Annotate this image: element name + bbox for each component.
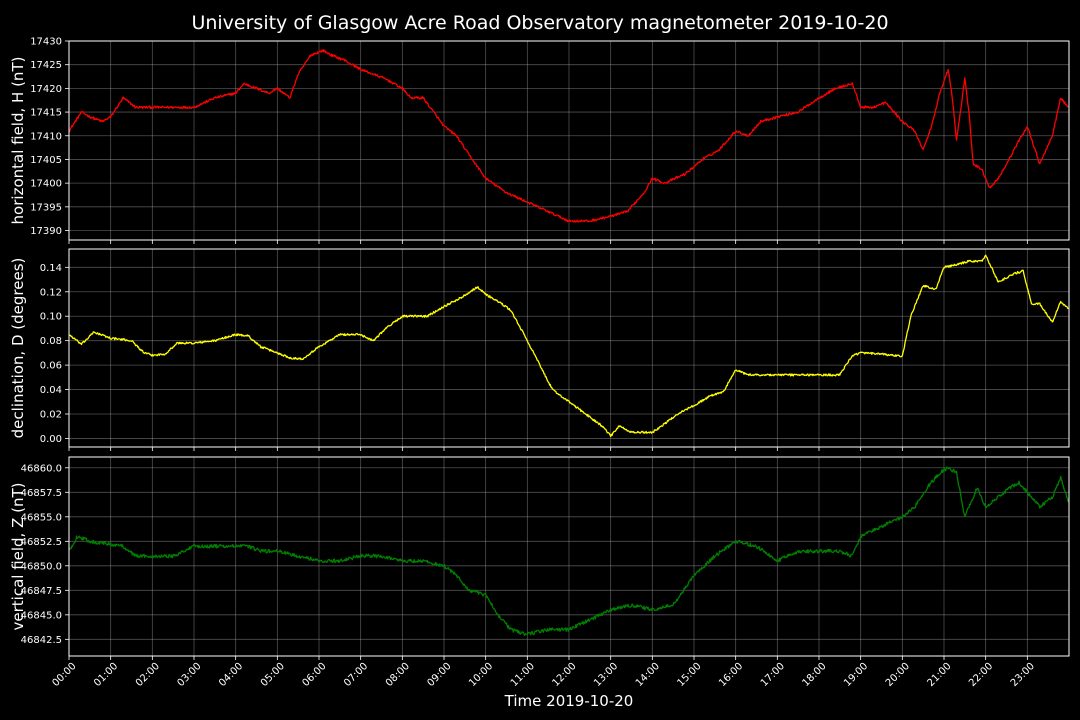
y-tick-label: 17415 (30, 108, 62, 119)
y-tick-label: 46852.5 (21, 537, 62, 548)
data-line-3 (68, 466, 1069, 637)
y-tick-label: 17425 (30, 60, 62, 71)
y-axis-label: declination, D (degrees) (9, 258, 27, 439)
y-tick-label: 0.14 (40, 263, 62, 274)
y-tick-label: 17390 (30, 226, 62, 237)
y-tick-label: 17395 (30, 202, 62, 213)
panel-2: 0.00 0.02 0.04 0.06 0.08 0.10 0.12 0.14 declinat… (9, 248, 1070, 451)
y-tick-label: 17410 (30, 131, 62, 142)
y-tick-label: 17400 (30, 179, 62, 190)
panel-3: 46842.5 46845.0 46847.5 46850.0 46852.5 46855… (9, 456, 1070, 660)
y-axis-label: vertical field, Z (nT) (9, 482, 27, 630)
y-tick-label: 0.08 (40, 336, 62, 347)
y-tick-label: 17420 (30, 84, 62, 95)
y-tick-label: 0.12 (40, 287, 62, 298)
y-tick-label: 17405 (30, 155, 62, 166)
y-tick-label: 46845.0 (21, 610, 62, 621)
y-tick-label: 46850.0 (21, 561, 62, 572)
data-line-1 (68, 49, 1069, 223)
y-tick-label: 0.04 (40, 385, 62, 396)
axes-frame (68, 40, 1070, 241)
y-tick-label: 17430 (30, 37, 62, 48)
y-tick-label: 46860.0 (21, 463, 62, 474)
y-tick-label: 0.02 (40, 410, 62, 421)
y-tick-label: 46855.0 (21, 512, 62, 523)
data-line-2 (68, 254, 1069, 438)
y-tick-label: 46847.5 (21, 586, 62, 597)
y-tick-label: 46857.5 (21, 488, 62, 499)
y-tick-label: 0.10 (40, 312, 62, 323)
x-axis-label: Time 2019-10-20 (504, 692, 634, 710)
y-axis-label: horizontal field, H (nT) (9, 57, 27, 225)
panel-1: 17390 17395 17400 17405 17410 17415 17420 17425… (9, 37, 1070, 244)
figure-title: University of Glasgow Acre Road Observat… (191, 12, 888, 34)
y-tick-label: 0.00 (40, 434, 62, 445)
axes-frame (68, 456, 1070, 657)
axes-frame (68, 248, 1070, 448)
y-tick-label: 0.06 (40, 361, 62, 372)
y-tick-label: 46842.5 (21, 635, 62, 646)
